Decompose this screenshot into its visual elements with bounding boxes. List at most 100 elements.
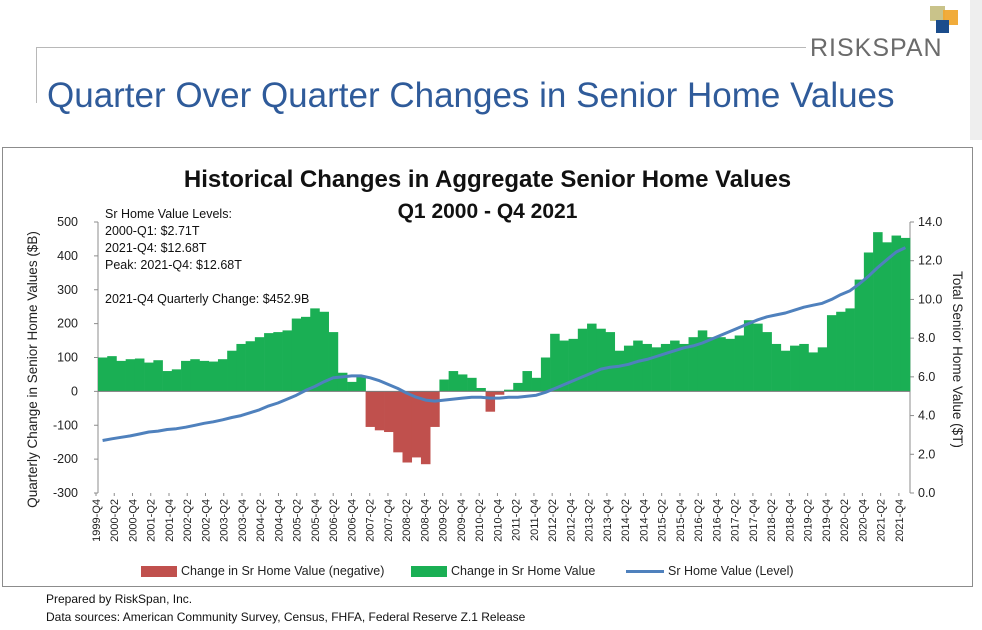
legend-label-negative: Change in Sr Home Value (negative) bbox=[181, 564, 385, 578]
x-tick-label: 2021-Q2 bbox=[876, 499, 888, 542]
y-tick-label: 100 bbox=[57, 351, 78, 365]
legend-label-positive: Change in Sr Home Value bbox=[451, 564, 596, 578]
x-tick-label: 2003-Q2 bbox=[219, 499, 231, 542]
bar-positive bbox=[291, 318, 302, 392]
x-tick-label: 2019-Q2 bbox=[803, 499, 815, 542]
bar-positive bbox=[900, 237, 911, 392]
bar-negative bbox=[430, 391, 440, 427]
bar-positive bbox=[347, 381, 357, 392]
bar-positive bbox=[688, 337, 699, 392]
chart-subtitle: Q1 2000 - Q4 2021 bbox=[397, 200, 578, 223]
x-tick-label: 2004-Q4 bbox=[274, 499, 286, 542]
bar-positive bbox=[328, 332, 339, 392]
bar-positive bbox=[799, 343, 809, 392]
y-tick-label: 300 bbox=[57, 283, 78, 297]
y-tick-label: 0 bbox=[71, 384, 78, 398]
bar-negative bbox=[411, 391, 422, 458]
x-tick-label: 2005-Q2 bbox=[292, 499, 304, 542]
bar-positive bbox=[254, 337, 265, 392]
bar-positive bbox=[614, 350, 625, 392]
series-line-level bbox=[102, 246, 907, 442]
x-tick-label: 2013-Q4 bbox=[602, 499, 614, 542]
bar-positive bbox=[125, 359, 136, 392]
x-tick-label: 2000-Q2 bbox=[109, 499, 121, 542]
bar-positive bbox=[873, 232, 883, 392]
x-tick-label: 2012-Q4 bbox=[565, 499, 577, 542]
x-tick-label: 2015-Q4 bbox=[675, 499, 687, 542]
bar-positive bbox=[559, 340, 569, 392]
x-tick-label: 2001-Q4 bbox=[164, 499, 176, 542]
bar-positive bbox=[439, 379, 449, 392]
bar-positive bbox=[98, 357, 108, 392]
bar-positive bbox=[587, 323, 597, 392]
legend-item-level: Sr Home Value (Level) bbox=[626, 564, 794, 578]
bar-positive bbox=[190, 359, 200, 392]
x-tick-label: 2011-Q4 bbox=[529, 499, 541, 541]
y-tick-label: -300 bbox=[53, 486, 78, 500]
y2-tick-label: 0.0 bbox=[918, 486, 935, 500]
bar-positive bbox=[236, 343, 246, 392]
bar-positive bbox=[716, 337, 726, 392]
x-tick-label: 2019-Q4 bbox=[821, 499, 833, 542]
x-tick-label: 1999-Q4 bbox=[91, 499, 103, 542]
x-tick-label: 2020-Q4 bbox=[857, 499, 869, 542]
x-tick-label: 2004-Q2 bbox=[255, 499, 267, 542]
x-tick-label: 2009-Q2 bbox=[438, 499, 450, 542]
bar-negative bbox=[420, 391, 431, 465]
x-tick-label: 2001-Q2 bbox=[146, 499, 158, 542]
bar-positive bbox=[301, 316, 311, 392]
bar-positive bbox=[457, 374, 468, 392]
bar-positive bbox=[356, 376, 366, 392]
bar-positive bbox=[199, 360, 210, 392]
bar-positive bbox=[863, 252, 874, 392]
bar-positive bbox=[642, 343, 652, 392]
x-tick-label: 2008-Q4 bbox=[419, 499, 431, 542]
bar-positive bbox=[467, 377, 477, 392]
x-tick-label: 2003-Q4 bbox=[237, 499, 249, 542]
bar-negative bbox=[402, 391, 413, 463]
chart-title: Historical Changes in Aggregate Senior H… bbox=[183, 166, 792, 193]
bar-positive bbox=[273, 332, 283, 392]
x-tick-label: 2002-Q2 bbox=[182, 499, 194, 542]
legend-item-negative: Change in Sr Home Value (negative) bbox=[141, 564, 384, 578]
bar-positive bbox=[264, 333, 274, 392]
x-tick-label: 2006-Q2 bbox=[328, 499, 340, 542]
header-rule bbox=[36, 47, 806, 48]
x-tick-label: 2018-Q2 bbox=[766, 499, 778, 542]
bar-positive bbox=[107, 356, 117, 392]
bar-positive bbox=[245, 341, 256, 392]
bar-positive bbox=[568, 338, 579, 392]
x-tick-label: 2015-Q2 bbox=[657, 499, 669, 542]
bar-positive bbox=[162, 371, 173, 392]
x-tick-label: 2014-Q2 bbox=[620, 499, 632, 542]
bar-positive bbox=[817, 347, 828, 392]
logo-square-tan bbox=[930, 6, 945, 21]
bar-positive bbox=[679, 343, 689, 392]
bar-positive bbox=[116, 360, 126, 392]
x-tick-label: 2017-Q2 bbox=[730, 499, 742, 542]
bar-positive bbox=[780, 350, 791, 392]
bar-positive bbox=[790, 345, 800, 392]
bar-positive bbox=[171, 369, 182, 392]
y-tick-label: 400 bbox=[57, 249, 78, 263]
y2-tick-label: 4.0 bbox=[918, 409, 935, 423]
bar-positive bbox=[808, 352, 819, 392]
x-tick-label: 2020-Q2 bbox=[839, 499, 851, 542]
bar-positive bbox=[540, 357, 551, 392]
x-tick-label: 2005-Q4 bbox=[310, 499, 322, 542]
bar-positive bbox=[660, 343, 671, 392]
legend-swatch-positive bbox=[411, 566, 447, 578]
x-tick-label: 2018-Q4 bbox=[784, 499, 796, 542]
x-tick-label: 2002-Q4 bbox=[201, 499, 213, 542]
bar-positive bbox=[531, 377, 542, 392]
bar-positive bbox=[227, 350, 237, 392]
bar-positive bbox=[670, 340, 680, 392]
y-tick-label: 200 bbox=[57, 317, 78, 331]
x-tick-label: 2009-Q4 bbox=[456, 499, 468, 542]
bar-positive bbox=[891, 235, 902, 392]
bar-positive bbox=[577, 328, 588, 392]
scroll-strip bbox=[970, 0, 982, 140]
bar-positive bbox=[882, 242, 892, 392]
legend-item-positive: Change in Sr Home Value bbox=[411, 564, 595, 578]
bar-positive bbox=[826, 315, 837, 392]
